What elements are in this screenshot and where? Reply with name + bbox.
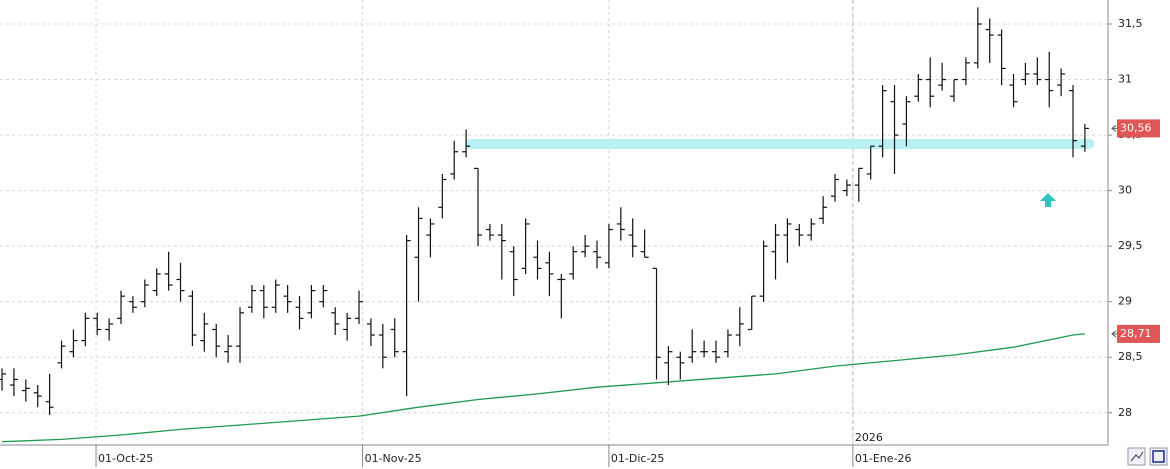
- chart-icon[interactable]: [1127, 447, 1146, 466]
- x-tick-label: 01-Ene-26: [855, 452, 912, 465]
- toolbar: [1127, 447, 1168, 466]
- x-tick-label: 01-Oct-25: [98, 452, 153, 465]
- year-marker-label: 2026: [855, 431, 883, 444]
- save-icon[interactable]: [1149, 447, 1168, 466]
- plot-area: [0, 0, 1108, 445]
- x-tick-label: 01-Dic-25: [611, 452, 665, 465]
- moving-average-line: [1, 333, 1085, 443]
- x-tick-label: 01-Nov-25: [365, 452, 422, 465]
- y-tick-label: 30: [1118, 184, 1132, 197]
- y-tick-label: 31,5: [1118, 17, 1143, 30]
- arrow-icon: [1040, 193, 1056, 207]
- price-label: 30,56: [1120, 121, 1152, 134]
- y-tick-label: 31: [1118, 73, 1132, 86]
- y-tick-label: 28,5: [1118, 350, 1143, 363]
- y-tick-label: 29: [1118, 295, 1132, 308]
- chart-icon-glyph: [1130, 451, 1144, 462]
- y-tick-label: 28: [1118, 406, 1132, 419]
- grid: [0, 0, 1108, 445]
- y-tick-label: 29,5: [1118, 239, 1143, 252]
- support-band: [464, 138, 1095, 149]
- price-label: 28,71: [1120, 327, 1152, 340]
- price-box: [1117, 119, 1160, 138]
- save-icon-glyph: [1152, 450, 1165, 463]
- price-box: [1117, 324, 1160, 343]
